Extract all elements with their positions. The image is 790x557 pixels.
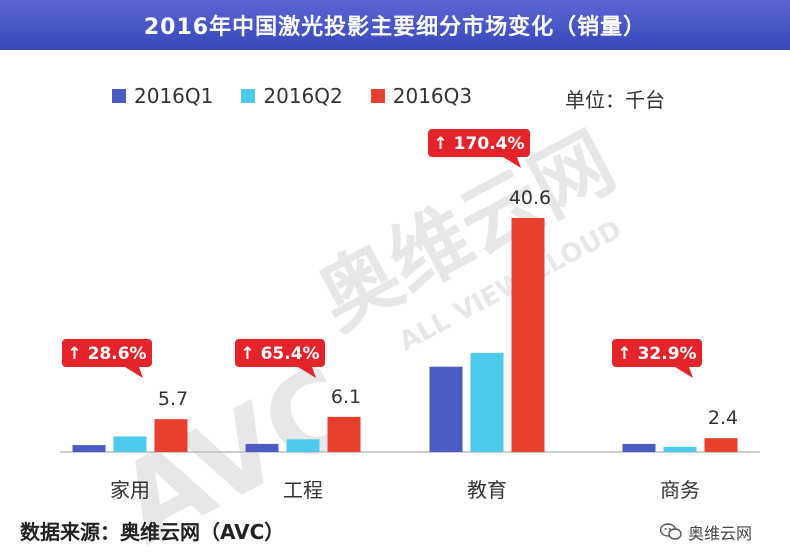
legend-swatch-q3 (370, 89, 385, 103)
bar-2016Q1-1 (245, 443, 279, 452)
category-label: 家用 (110, 478, 150, 502)
growth-callout: ↑ 170.4% (426, 127, 532, 168)
brand-name: 奥维云网 (688, 524, 753, 543)
brand: 奥维云网 (659, 520, 753, 544)
legend-label-q1: 2016Q1 (134, 84, 214, 108)
growth-callout: ↑ 28.6% (60, 337, 154, 378)
watermark: AVC 奥维云网 ALL VIEW CLOUD (98, 115, 629, 557)
bar-2016Q2-1 (286, 439, 320, 452)
chart-title: 2016年中国激光投影主要细分市场变化（销量） (0, 0, 790, 50)
labels-group: 5.7 ↑ 28.6% 家用 6.1 ↑ 65.4% 工程 40.6 ↑ 170.4% 教育 2.… (60, 127, 738, 502)
legend: 2016Q1 2016Q2 2016Q3 (112, 84, 500, 108)
unit-label: 单位：千台 (565, 88, 665, 112)
growth-label: ↑ 32.9% (617, 344, 696, 364)
legend-swatch-q2 (241, 89, 256, 103)
bar-2016Q3-1 (327, 416, 361, 452)
legend-item-q1: 2016Q1 (112, 84, 213, 108)
bar-2016Q3-3 (704, 438, 738, 452)
category-label: 工程 (283, 478, 323, 502)
wechat-icon (659, 523, 682, 541)
data-label: 5.7 (158, 388, 188, 410)
growth-label: ↑ 65.4% (240, 344, 319, 364)
source-note: 数据来源：奥维云网（AVC） (20, 520, 285, 544)
growth-label: ↑ 170.4% (434, 134, 525, 154)
bar-2016Q2-3 (663, 446, 697, 452)
legend-label-q2: 2016Q2 (263, 84, 343, 108)
data-label: 2.4 (708, 407, 738, 429)
growth-callout: ↑ 65.4% (233, 337, 327, 378)
bar-2016Q2-0 (113, 436, 147, 452)
bar-2016Q1-3 (622, 443, 656, 452)
bar-2016Q1-0 (72, 445, 106, 452)
bar-2016Q3-0 (154, 419, 188, 452)
data-label: 40.6 (509, 187, 551, 209)
legend-item-q3: 2016Q3 (370, 84, 473, 108)
growth-label: ↑ 28.6% (67, 344, 146, 364)
legend-item-q2: 2016Q2 (241, 84, 343, 108)
bar-2016Q3-2 (511, 218, 545, 452)
data-label: 6.1 (331, 386, 361, 408)
growth-callout: ↑ 32.9% (610, 337, 704, 378)
legend-swatch-q1 (112, 89, 126, 103)
bar-2016Q2-2 (470, 352, 504, 452)
bar-2016Q1-2 (429, 366, 463, 452)
legend-label-q3: 2016Q3 (392, 84, 473, 108)
bars-group (72, 218, 738, 452)
category-label: 教育 (467, 478, 507, 502)
category-label: 商务 (660, 478, 700, 502)
